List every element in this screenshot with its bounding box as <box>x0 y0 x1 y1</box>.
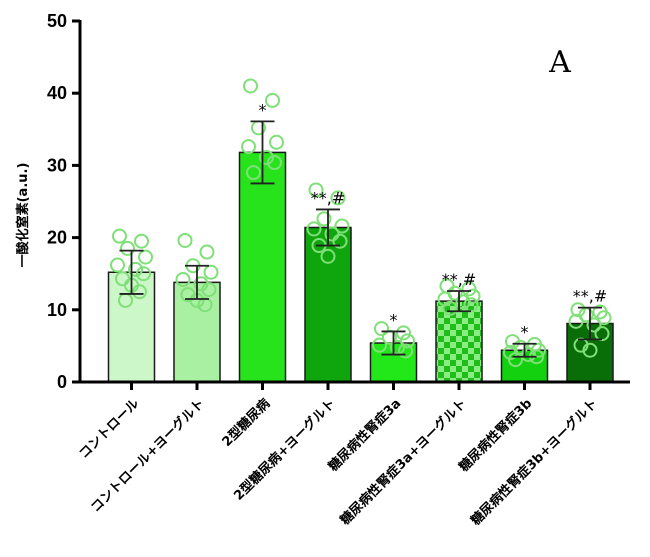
y-tick-label-50: 50 <box>47 11 67 31</box>
data-point <box>265 92 280 108</box>
x-tick-label-1: コントロール+ヨーグルト <box>88 396 208 516</box>
data-point <box>269 134 284 150</box>
data-point <box>332 233 348 249</box>
data-point <box>372 337 387 353</box>
data-point <box>374 321 389 337</box>
significance-label-2: * <box>259 100 267 119</box>
x-tick-label-7: 糖尿病性腎症3b+ヨーグルト <box>468 396 601 529</box>
data-point <box>201 282 217 298</box>
bar-5 <box>435 300 483 383</box>
data-point <box>308 182 324 198</box>
data-point <box>246 165 261 181</box>
data-point <box>128 261 143 277</box>
data-point <box>175 271 191 287</box>
data-point <box>596 310 612 326</box>
data-point <box>136 266 151 282</box>
data-point <box>134 233 149 249</box>
data-point <box>334 218 350 234</box>
data-point <box>267 155 282 171</box>
significance-label-6: * <box>521 323 529 342</box>
data-point <box>243 78 258 94</box>
data-point <box>241 139 256 155</box>
data-point <box>521 347 536 363</box>
x-tick-label-0: コントロール <box>77 396 143 462</box>
data-point <box>586 317 602 333</box>
x-tick-label-2: 2型糖尿病 <box>219 396 273 450</box>
data-point <box>132 284 147 300</box>
data-point <box>320 248 336 264</box>
significance-label-5: **,# <box>442 270 477 289</box>
bar-2 <box>238 151 287 383</box>
data-point <box>461 281 477 297</box>
y-axis-label: 一酸化窒素(a.u.) <box>15 163 31 268</box>
y-tick-label-10: 10 <box>47 300 67 320</box>
data-point <box>568 313 584 329</box>
data-point <box>442 300 458 316</box>
data-point <box>199 244 215 260</box>
data-point <box>112 228 127 244</box>
data-point <box>330 190 346 206</box>
data-point <box>396 325 411 341</box>
data-point <box>203 264 219 280</box>
data-point <box>177 232 193 248</box>
y-tick-label-30: 30 <box>47 155 67 175</box>
x-tick-label-5: 糖尿病性腎症3a+ヨーグルト <box>337 396 470 529</box>
data-point <box>259 149 274 165</box>
data-point <box>110 257 125 273</box>
data-point <box>120 240 135 256</box>
significance-label-7: **,# <box>573 287 608 306</box>
data-point <box>582 342 598 358</box>
y-tick-label-20: 20 <box>47 228 67 248</box>
data-point <box>570 302 586 318</box>
data-point <box>138 249 153 265</box>
data-point <box>455 294 471 310</box>
significance-label-3: **,# <box>311 188 346 207</box>
data-point <box>316 211 332 227</box>
significance-label-4: * <box>390 310 398 329</box>
data-point <box>306 221 322 237</box>
panel-label: A <box>548 45 571 80</box>
data-point <box>398 343 413 359</box>
y-tick-label-0: 0 <box>57 372 67 392</box>
y-tick-label-40: 40 <box>47 83 67 103</box>
data-point <box>508 352 523 368</box>
